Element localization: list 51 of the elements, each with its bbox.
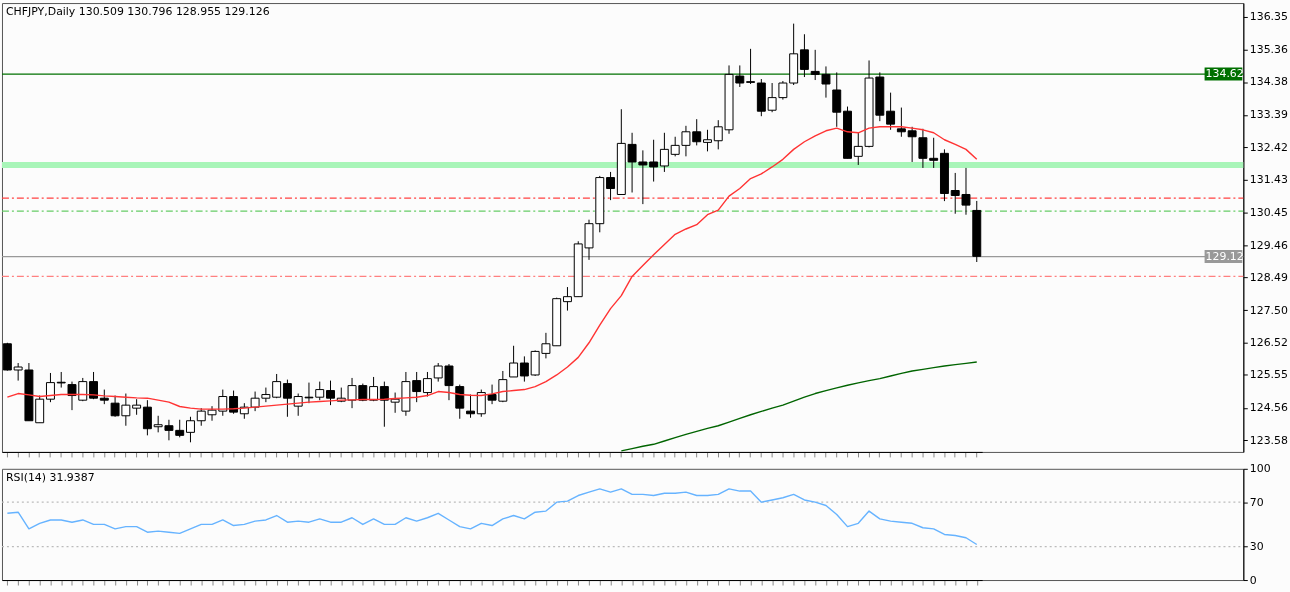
candlestick: [886, 92, 896, 131]
y-tick-label: 134.38: [1249, 75, 1288, 89]
candlestick: [186, 416, 195, 443]
y-tick-label: 124.56: [1249, 401, 1288, 415]
candlestick: [142, 399, 152, 436]
y-tick-label: 129.46: [1249, 238, 1288, 252]
candlestick: [746, 48, 756, 85]
candlestick: [606, 171, 616, 201]
candlestick: [422, 371, 432, 398]
candlestick: [56, 371, 66, 389]
candlestick: [649, 139, 659, 183]
y-tick-label: 136.35: [1249, 10, 1288, 24]
y-tick-label: 123.58: [1249, 433, 1288, 447]
ref-line-label: 134.62: [1205, 67, 1244, 81]
candlestick: [703, 129, 712, 152]
candlestick: [509, 345, 519, 378]
ref-line-label: 129.12: [1205, 249, 1244, 263]
candlestick: [282, 379, 292, 418]
y-tick-label: 125.55: [1249, 368, 1288, 382]
y-tick-label: 127.50: [1249, 303, 1288, 317]
y-tick-label: 126.52: [1249, 336, 1288, 350]
candlestick: [379, 381, 389, 428]
candlestick: [896, 107, 906, 138]
candlestick: [229, 390, 239, 415]
candlestick: [562, 286, 572, 312]
y-tick-label: 132.42: [1249, 140, 1288, 154]
chart-title: RSI(14) 31.9387: [5, 470, 95, 484]
candlestick: [519, 355, 529, 383]
candlestick: [455, 384, 465, 420]
y-tick-label: 0: [1249, 573, 1257, 587]
candlestick: [89, 371, 99, 400]
line-series: [620, 361, 978, 452]
y-tick-label: 135.36: [1249, 42, 1288, 56]
candlestick: [659, 132, 669, 173]
y-tick-label: 100: [1249, 462, 1271, 476]
candlestick: [799, 33, 809, 78]
line-series: [6, 488, 978, 546]
y-tick-label: 128.49: [1249, 270, 1288, 284]
y-tick-label: 133.39: [1249, 108, 1288, 122]
y-tick-label: 131.43: [1249, 173, 1288, 187]
y-tick-label: 70: [1249, 495, 1264, 509]
candlestick: [466, 394, 475, 419]
candlestick: [907, 126, 917, 163]
chart-title: CHFJPY,Daily 130.509 130.796 128.955 129.126: [5, 4, 270, 18]
candlestick: [832, 71, 842, 128]
candlestick: [326, 380, 335, 406]
candlestick: [369, 376, 379, 402]
y-tick-label: 30: [1249, 540, 1264, 554]
candlestick: [45, 372, 55, 403]
candlestick: [272, 373, 282, 399]
y-tick-label: 130.45: [1249, 205, 1288, 219]
